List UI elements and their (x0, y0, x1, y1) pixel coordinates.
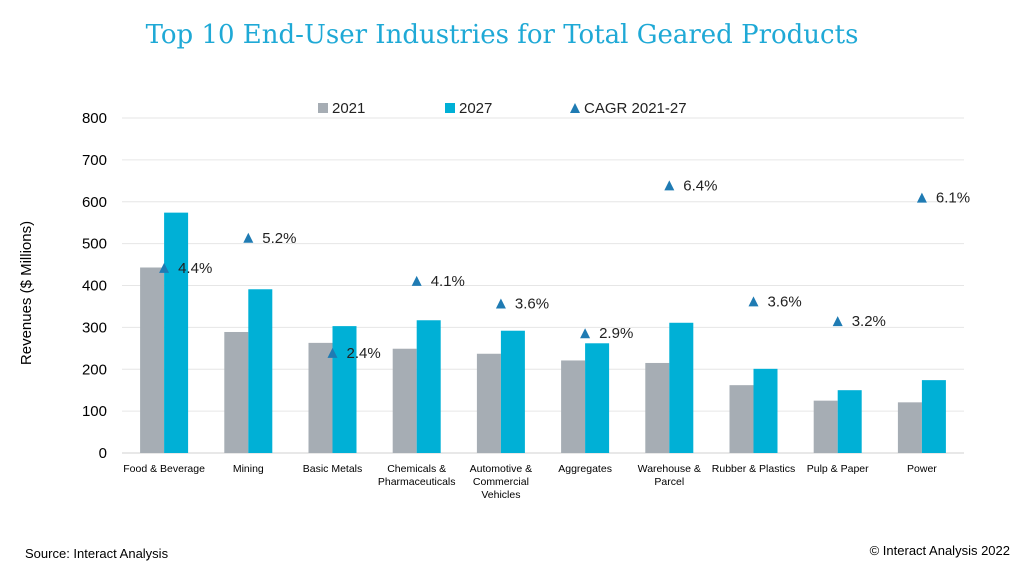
x-category-label: Automotive & Commercial Vehicles (470, 463, 532, 501)
x-category-line: Parcel (654, 476, 684, 488)
bar-2027 (248, 289, 273, 453)
bar-2027 (332, 326, 357, 453)
y-tick-label: 800 (82, 110, 107, 127)
legend-swatch-2027 (445, 103, 455, 113)
cagr-label: 5.2% (262, 230, 296, 247)
bar-2027 (416, 320, 441, 453)
cagr-label: 4.4% (178, 260, 212, 277)
x-category-line: Mining (233, 463, 264, 475)
y-axis-label: Revenues ($ Millions) (18, 221, 35, 365)
cagr-markers: 4.4% 5.2% 2.4% 4.1% 3.6% 2.9% 6.4% 3.6% 3.2% 6.1% (159, 177, 970, 362)
x-axis: Food & Beverage Mining Basic Metals Chemica… (123, 463, 937, 501)
cagr-label: 2.9% (599, 325, 633, 342)
copyright-note: © Interact Analysis 2022 (869, 543, 1010, 558)
bar-2027 (753, 368, 778, 453)
x-category-line: Warehouse & (638, 463, 701, 475)
x-category-line: Automotive & (470, 463, 532, 475)
x-category-label: Food & Beverage (123, 463, 205, 475)
bar-2021 (729, 385, 754, 453)
legend-swatch-2021 (318, 103, 328, 113)
x-category-label: Aggregates (558, 463, 612, 475)
bar-2027 (669, 322, 694, 453)
x-category-label: Mining (233, 463, 264, 475)
cagr-triangle-icon (159, 262, 170, 273)
cagr-triangle-icon (411, 275, 422, 286)
x-category-line: Power (907, 463, 937, 475)
y-axis: 0 100 200 300 400 500 600 700 800 (82, 110, 107, 462)
cagr-triangle-icon (748, 296, 759, 307)
cagr-triangle-icon (832, 316, 843, 327)
x-category-line: Commercial (473, 476, 529, 488)
bar-2021 (476, 353, 501, 453)
bar-2021 (561, 360, 586, 453)
x-category-line: Vehicles (481, 489, 520, 501)
y-tick-label: 0 (99, 445, 107, 462)
bar-2027 (585, 343, 610, 453)
bar-2021 (392, 348, 417, 453)
y-tick-label: 100 (82, 403, 107, 420)
cagr-label: 2.4% (347, 345, 381, 362)
cagr-label: 3.6% (515, 296, 549, 313)
x-category-label: Pulp & Paper (807, 463, 869, 475)
cagr-label: 3.2% (852, 313, 886, 330)
x-category-line: Chemicals & (387, 463, 446, 475)
x-category-line: Pharmaceuticals (378, 476, 456, 488)
chart-title: Top 10 End-User Industries for Total Gea… (145, 20, 859, 50)
cagr-triangle-icon (243, 232, 254, 243)
source-note: Source: Interact Analysis (25, 546, 169, 561)
legend-label: 2021 (332, 100, 365, 117)
x-category-line: Food & Beverage (123, 463, 205, 475)
y-tick-label: 400 (82, 278, 107, 295)
bar-2021 (224, 331, 249, 453)
legend-label: CAGR 2021-27 (584, 100, 687, 117)
x-category-label: Basic Metals (303, 463, 363, 475)
cagr-triangle-icon (664, 180, 675, 191)
bar-2021 (813, 400, 838, 453)
y-tick-label: 700 (82, 152, 107, 169)
x-category-line: Aggregates (558, 463, 612, 475)
cagr-triangle-icon (916, 192, 927, 203)
bar-2021 (140, 267, 165, 453)
x-category-label: Power (907, 463, 937, 475)
y-tick-label: 600 (82, 194, 107, 211)
x-category-label: Rubber & Plastics (712, 463, 795, 475)
y-tick-label: 200 (82, 361, 107, 378)
y-tick-label: 300 (82, 319, 107, 336)
bar-2021 (645, 362, 670, 453)
x-category-line: Basic Metals (303, 463, 363, 475)
legend-cagr-triangle-icon (570, 103, 580, 113)
bar-2027 (837, 390, 862, 453)
cagr-label: 6.4% (683, 177, 717, 194)
legend-label: 2027 (459, 100, 492, 117)
y-tick-label: 500 (82, 236, 107, 253)
cagr-triangle-icon (580, 328, 591, 339)
legend: 2021 2027 CAGR 2021-27 (318, 100, 687, 117)
bar-2027 (500, 330, 525, 453)
x-category-line: Rubber & Plastics (712, 463, 795, 475)
cagr-label: 6.1% (936, 190, 970, 207)
bars (140, 212, 946, 453)
x-category-label: Warehouse & Parcel (638, 463, 701, 488)
x-category-label: Chemicals & Pharmaceuticals (378, 463, 456, 488)
bar-2021 (308, 342, 333, 453)
cagr-triangle-icon (495, 298, 506, 309)
bar-2021 (897, 402, 922, 453)
cagr-label: 4.1% (431, 273, 465, 290)
cagr-triangle-icon (327, 347, 338, 358)
bar-2027 (164, 212, 189, 453)
x-category-line: Pulp & Paper (807, 463, 869, 475)
bar-2027 (921, 380, 946, 453)
cagr-label: 3.6% (768, 293, 802, 310)
